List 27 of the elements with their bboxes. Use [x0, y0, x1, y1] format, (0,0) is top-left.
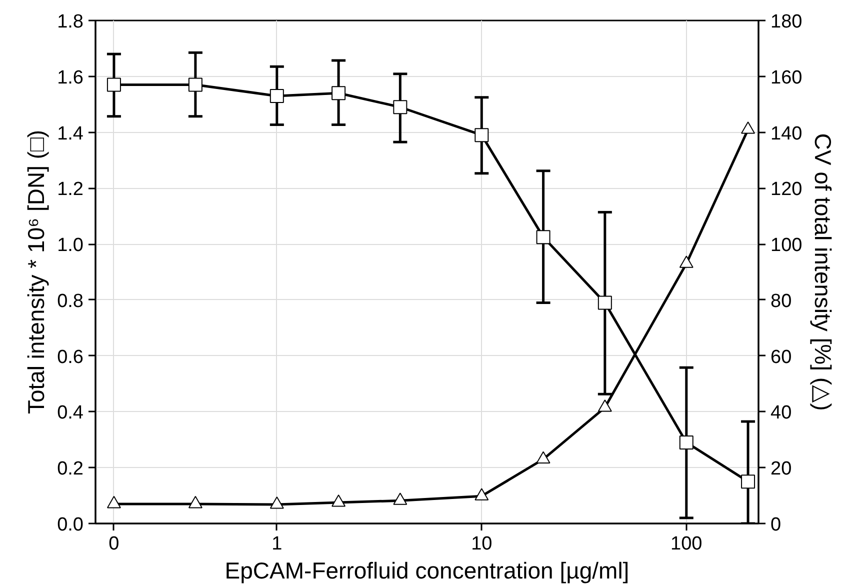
y2-tick-label: 180: [770, 12, 802, 32]
x-tick-label: 0: [108, 534, 120, 554]
y-tick-label: 0.0: [57, 514, 84, 536]
y-tick-label: 1.8: [57, 12, 84, 32]
y-tick-label: 0.4: [57, 402, 84, 424]
y2-tick-label: 60: [770, 346, 792, 368]
y2-tick-label: 80: [770, 290, 792, 312]
y2-axis-title: CV of total intensity [%] (△): [810, 133, 836, 411]
y-tick-label: 0.6: [57, 346, 84, 368]
y2-tick-label: 140: [770, 123, 802, 144]
y2-tick-label: 20: [770, 458, 792, 480]
y2-tick-label: 40: [770, 402, 792, 424]
y-tick-label: 1.4: [57, 123, 84, 144]
y2-tick-label: 120: [770, 179, 802, 200]
y-tick-label: 0.8: [57, 290, 84, 312]
y2-tick-label: 160: [770, 67, 802, 88]
y-tick-label: 1.2: [57, 179, 84, 200]
y-tick-label: 1.0: [57, 235, 84, 256]
y2-tick-label: 100: [770, 235, 802, 256]
x-tick-label: 1: [272, 534, 282, 554]
y2-tick-label: 0: [770, 514, 782, 536]
y-axis-title: Total intensity * 10⁶ [DN] (□): [23, 130, 50, 414]
y-tick-label: 0.2: [57, 458, 84, 480]
y-tick-label: 1.6: [57, 67, 84, 88]
x-axis-title: EpCAM-Ferrofluid concentration [µg/ml]: [224, 558, 630, 584]
x-tick-label: 100: [670, 534, 702, 554]
x-tick-label: 10: [471, 534, 492, 554]
